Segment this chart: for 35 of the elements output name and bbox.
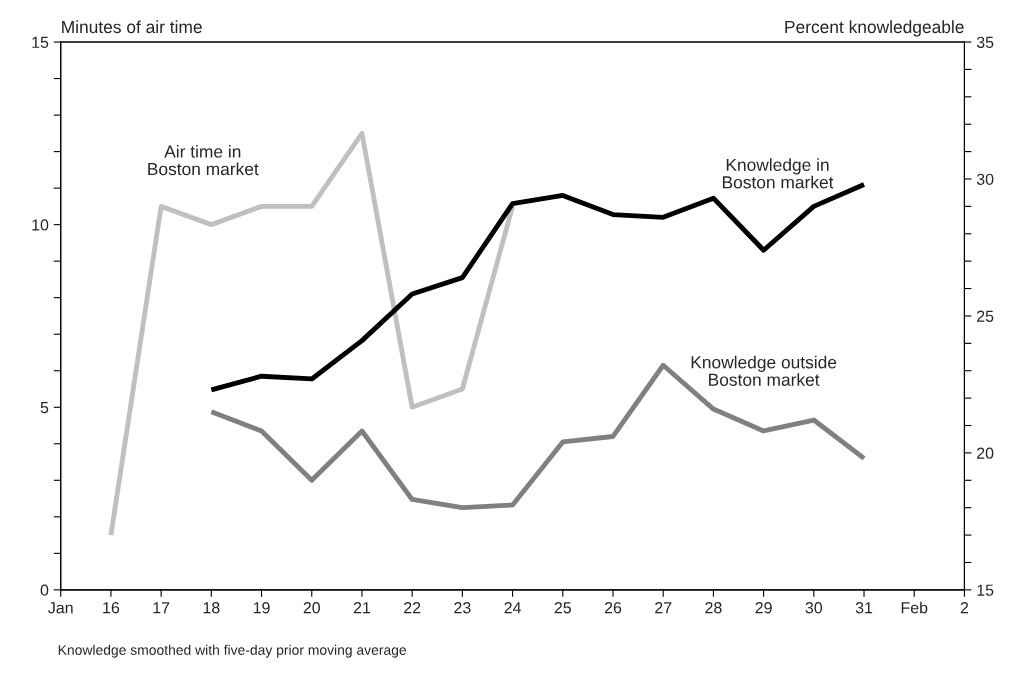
y-tick-label: 0 [40,584,49,596]
x-tick-label: 31 [855,602,873,614]
x-tick-label: 24 [504,602,521,614]
x-tick-label: 26 [604,602,622,614]
y2-axis-title: Percent knowledgeable [785,20,964,37]
x-tick-label: Feb [901,601,928,614]
x-tick-label: 21 [353,602,371,614]
line-series [108,130,516,538]
y2-tick-label: 20 [977,447,994,459]
x-tick-label: 16 [103,602,120,614]
y-axis-title: Minutes of air time [62,20,202,34]
text: Knowledge smoothed with five-day prior moving average [58,644,407,658]
y2-tick-label: 15 [977,584,994,596]
x-tick-label: Jan [48,602,73,614]
series-label: Air time in Boston market [148,144,259,176]
series-label: Knowledge in Boston market [722,158,834,189]
x-tick-label: 2 [960,602,969,614]
y-tick-label: 5 [40,402,49,414]
x-tick-label: 25 [554,602,571,614]
x-tick-label: 22 [404,602,421,614]
y-tick-label: 10 [32,219,49,231]
y-tick-label: 15 [32,36,49,48]
x-tick-label: 18 [203,602,220,614]
x-tick-label: 27 [655,602,672,614]
y2-tick-label: 35 [976,36,994,48]
series-label: Knowledge outside Boston market [691,355,837,386]
x-tick-label: 28 [705,602,722,614]
x-tick-label: 29 [755,602,772,614]
y2-tick-label: 25 [977,310,994,322]
x-tick-label: 19 [253,602,270,614]
y2-tick-label: 30 [976,173,994,185]
x-tick-label: 17 [153,602,170,614]
x-tick-label: 23 [454,602,471,614]
x-tick-label: 20 [303,602,321,614]
x-tick-label: 30 [805,602,823,614]
